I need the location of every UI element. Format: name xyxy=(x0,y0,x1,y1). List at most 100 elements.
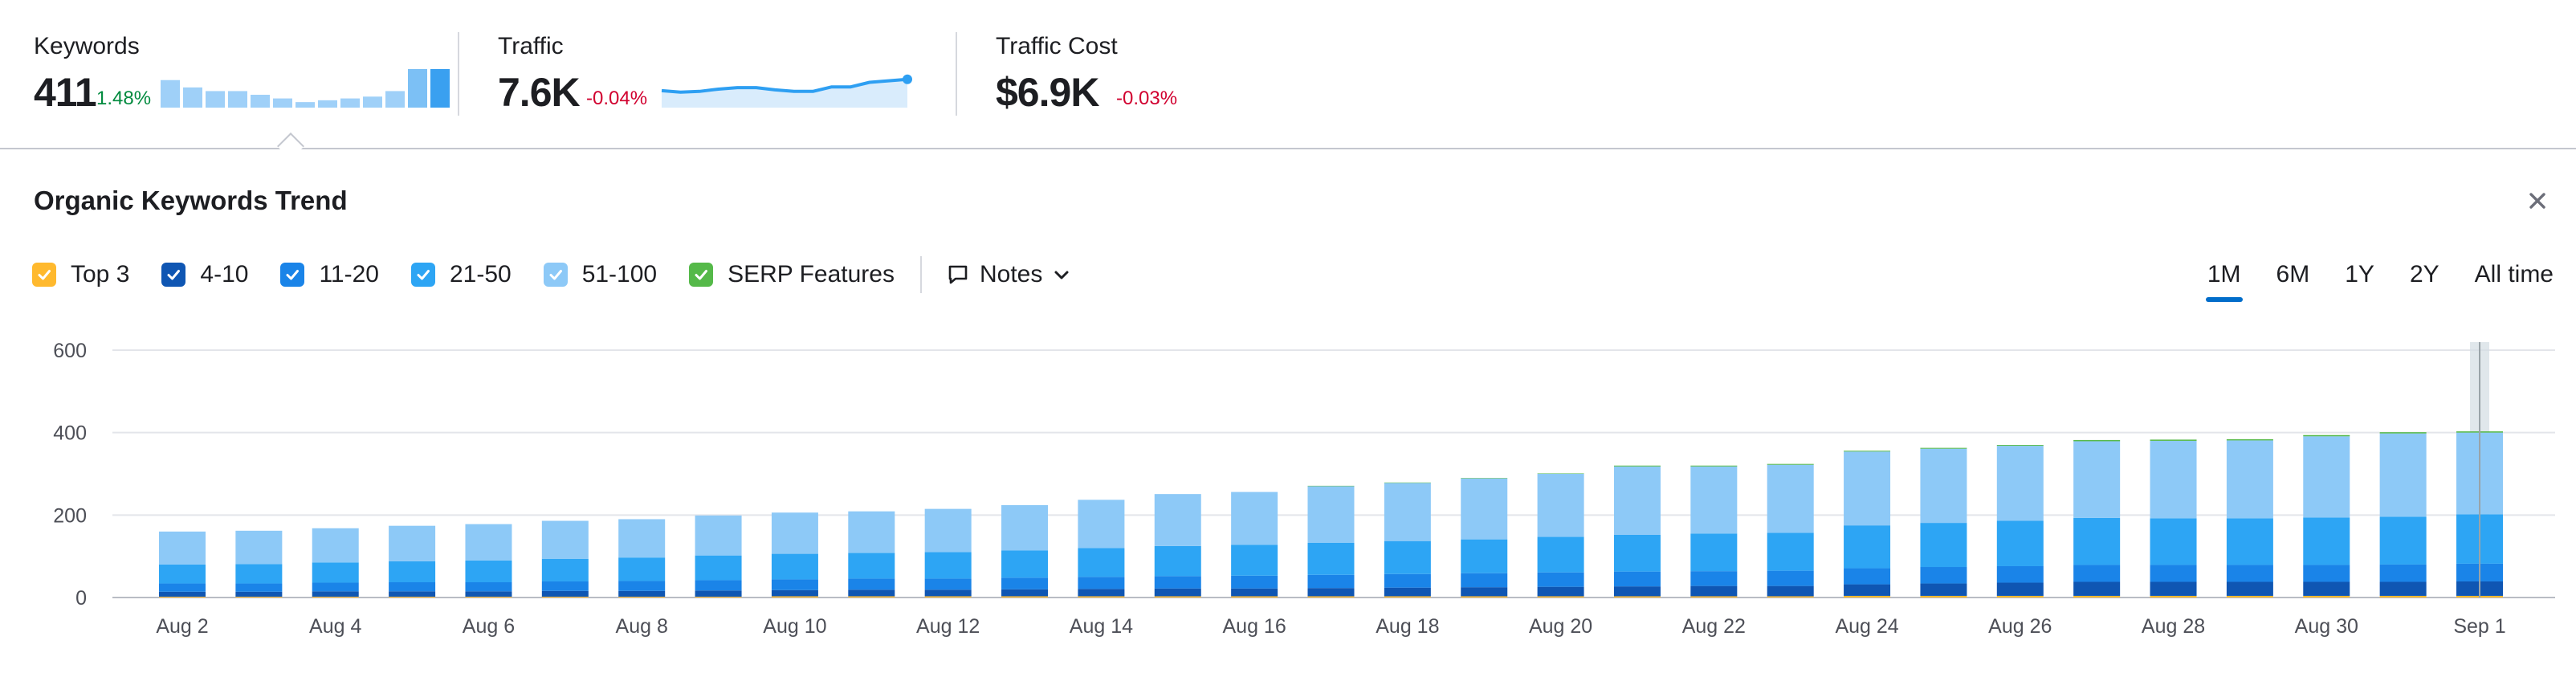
bar-segment xyxy=(1920,595,1967,598)
kpi-traffic-label: Traffic xyxy=(498,33,564,59)
bar-segment xyxy=(695,590,742,597)
bar-segment xyxy=(2150,581,2197,596)
bar-segment xyxy=(312,562,359,583)
bar-segment xyxy=(2226,565,2273,582)
sparkline-bar xyxy=(296,102,315,108)
checkbox-checked-icon xyxy=(410,263,435,287)
sparkline-bar xyxy=(206,91,225,108)
bar-segment xyxy=(771,589,818,597)
bar-segment xyxy=(1307,574,1355,589)
tab-1m[interactable]: 1M xyxy=(2205,261,2243,302)
bar-segment xyxy=(1384,540,1431,574)
legend-toggle-21-50[interactable]: 21-50 xyxy=(410,260,512,289)
bar-segment xyxy=(1001,577,1049,589)
close-button[interactable] xyxy=(2521,185,2554,217)
kpi-keywords-value: 411 xyxy=(34,70,97,115)
bar-segment xyxy=(1001,505,1049,551)
bar-segment xyxy=(1996,565,2044,583)
tab-1y[interactable]: 1Y xyxy=(2345,261,2374,288)
kpi-traffic-cost[interactable]: Traffic Cost $6.9K -0.03% xyxy=(996,0,1317,149)
y-tick-label: 400 xyxy=(53,422,87,445)
bar-segment xyxy=(541,596,589,598)
bar-segment xyxy=(159,591,206,597)
bar-segment xyxy=(695,580,742,591)
bar-segment xyxy=(1613,534,1661,572)
kpi-header: Keywords 411 1.48% Traffic 7.6K -0.04% T… xyxy=(0,0,2576,149)
organic-keywords-chart[interactable]: 0 200 400 600 Aug 2 Aug 4 Aug 6 Aug 8 Aug 10 Aug … xyxy=(0,321,2576,651)
kpi-traffic-delta: -0.04% xyxy=(586,88,648,109)
x-tick-label: Aug 18 xyxy=(1376,615,1439,638)
x-tick-label: Aug 20 xyxy=(1529,615,1592,638)
bar-segment xyxy=(618,590,666,597)
legend: Top 3 4-10 11-20 21-50 51-100 SERP Featu… xyxy=(32,255,1071,294)
chevron-down-icon xyxy=(1054,271,1069,279)
checkbox-checked-icon xyxy=(32,263,56,287)
legend-toggle-51-100[interactable]: 51-100 xyxy=(543,260,657,289)
bar-segment xyxy=(1231,596,1278,598)
y-tick-label: 0 xyxy=(75,587,87,610)
tab-6m[interactable]: 6M xyxy=(2276,261,2310,288)
bar-segment xyxy=(1154,588,1201,597)
bar-segment xyxy=(1844,595,1891,598)
bar-segment xyxy=(1154,576,1201,589)
sparkline-line xyxy=(661,77,908,94)
bar-segment xyxy=(1767,570,1814,586)
checkbox-checked-icon xyxy=(543,263,568,287)
bar-segment xyxy=(924,578,972,590)
bar-segment xyxy=(771,596,818,598)
checkbox-checked-icon xyxy=(280,263,305,287)
legend-toggle-serp-features[interactable]: SERP Features xyxy=(689,260,895,289)
date-range-tabs: 1M 6M 1Y 2Y All time xyxy=(2172,255,2554,302)
bar-segment xyxy=(312,591,359,597)
bar-segment xyxy=(1307,486,1355,543)
bar-segment xyxy=(2150,440,2197,519)
kpi-keywords[interactable]: Keywords 411 1.48% xyxy=(34,0,450,149)
bar-segment xyxy=(1461,539,1508,573)
x-tick-label: Aug 10 xyxy=(763,615,826,638)
notes-dropdown[interactable]: Notes xyxy=(946,260,1071,289)
legend-toggle-11-20[interactable]: 11-20 xyxy=(280,260,379,289)
bar-segment xyxy=(1996,445,2044,447)
bar-segment xyxy=(1920,523,1967,568)
bar-segment xyxy=(2379,516,2427,565)
bar-segment xyxy=(465,560,512,583)
bar-segment xyxy=(1384,587,1431,597)
bar-segment xyxy=(1461,573,1508,588)
bar-segment xyxy=(2303,436,2350,518)
legend-toggle-4-10[interactable]: 4-10 xyxy=(161,260,248,289)
legend-toggle-top-3[interactable]: Top 3 xyxy=(32,260,129,289)
sparkline-bar xyxy=(251,95,270,108)
bar-segment xyxy=(1767,532,1814,571)
bar-segment xyxy=(2073,581,2121,596)
kpi-traffic-cost-delta: -0.03% xyxy=(1116,88,1178,109)
bar-segment xyxy=(2150,595,2197,598)
traffic-sparkline xyxy=(661,74,912,108)
x-tick-label: Aug 28 xyxy=(2142,615,2205,638)
bar-segment xyxy=(1078,589,1125,597)
bar-segment xyxy=(2226,438,2273,441)
bar-segment xyxy=(541,558,589,581)
tab-2y[interactable]: 2Y xyxy=(2409,261,2439,288)
bar-segment xyxy=(1996,520,2044,566)
bar-segment xyxy=(924,596,972,598)
bar-segment xyxy=(695,515,742,556)
header-divider xyxy=(0,148,2576,149)
bar-segment xyxy=(1537,586,1584,597)
tab-all-time[interactable]: All time xyxy=(2474,261,2554,288)
bar-segment xyxy=(1844,584,1891,596)
bar-segment xyxy=(771,512,818,554)
bar-segment xyxy=(1690,596,1738,598)
bar-segment xyxy=(2303,595,2350,598)
bar-segment xyxy=(1690,571,1738,586)
bar-segment xyxy=(2379,595,2427,598)
bar-segment xyxy=(1461,596,1508,598)
bar-segment xyxy=(924,589,972,597)
kpi-traffic[interactable]: Traffic 7.6K -0.04% xyxy=(498,0,915,149)
bar-segment xyxy=(1231,545,1278,576)
bar-segment xyxy=(1920,447,1967,449)
bar-segment xyxy=(2226,518,2273,565)
keywords-sparkline xyxy=(161,69,450,108)
bar-segment xyxy=(2150,518,2197,565)
bar-segment xyxy=(2379,564,2427,582)
bar-segment xyxy=(1307,596,1355,598)
